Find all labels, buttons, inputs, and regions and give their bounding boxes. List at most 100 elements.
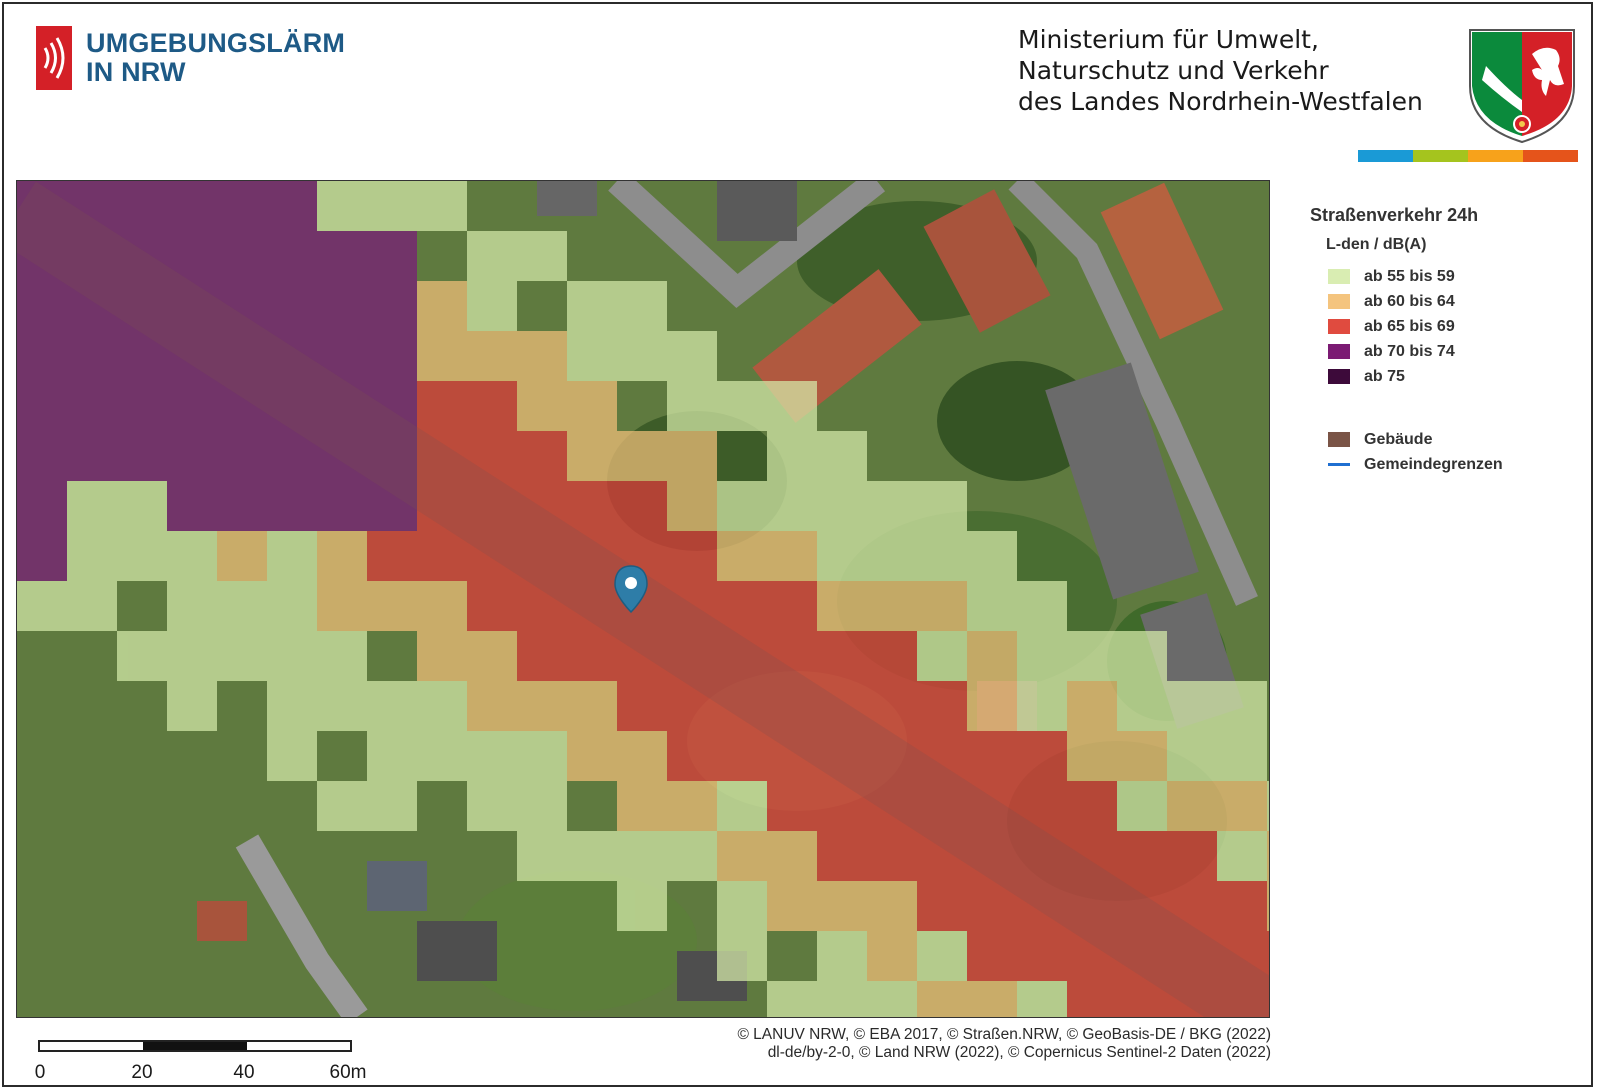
noise-cell bbox=[1117, 881, 1167, 931]
noise-cell bbox=[467, 231, 517, 281]
noise-cell bbox=[517, 831, 567, 881]
noise-cell bbox=[1067, 781, 1117, 831]
location-pin-icon[interactable] bbox=[614, 565, 648, 614]
noise-cell bbox=[667, 431, 717, 481]
noise-cell bbox=[367, 731, 417, 781]
noise-cell bbox=[617, 481, 667, 531]
noise-cell bbox=[717, 581, 767, 631]
noise-cell bbox=[767, 481, 817, 531]
noise-cell bbox=[867, 681, 917, 731]
noise-cell bbox=[167, 231, 217, 281]
noise-cell bbox=[1267, 781, 1269, 831]
noise-cell bbox=[267, 681, 317, 731]
noise-cell bbox=[1217, 881, 1267, 931]
noise-cell bbox=[617, 681, 667, 731]
legend-swatch bbox=[1328, 369, 1350, 384]
noise-cell bbox=[667, 731, 717, 781]
legend-item-70: ab 70 bis 74 bbox=[1328, 339, 1580, 364]
noise-cell bbox=[817, 681, 867, 731]
umgebungslaerm-logo-icon bbox=[36, 26, 72, 90]
noise-cell bbox=[317, 331, 367, 381]
legend-item-75: ab 75 bbox=[1328, 364, 1580, 389]
noise-cell bbox=[1017, 581, 1067, 631]
noise-cell bbox=[617, 281, 667, 331]
nrw-coat-of-arms-icon bbox=[1469, 29, 1575, 144]
noise-map[interactable] bbox=[16, 180, 1270, 1018]
noise-cell bbox=[1017, 831, 1067, 881]
noise-cell bbox=[517, 231, 567, 281]
noise-cell bbox=[267, 381, 317, 431]
noise-cell bbox=[867, 631, 917, 681]
noise-cell bbox=[1067, 831, 1117, 881]
noise-cell bbox=[567, 281, 617, 331]
noise-cell bbox=[967, 881, 1017, 931]
noise-cell bbox=[317, 381, 367, 431]
noise-cell bbox=[317, 481, 367, 531]
noise-cell bbox=[167, 281, 217, 331]
noise-cell bbox=[467, 531, 517, 581]
noise-cell bbox=[967, 631, 1017, 681]
noise-cell bbox=[217, 331, 267, 381]
noise-cell bbox=[517, 331, 567, 381]
noise-cell bbox=[917, 481, 967, 531]
noise-cell bbox=[1217, 781, 1267, 831]
noise-cell bbox=[817, 931, 867, 981]
noise-cell bbox=[717, 381, 767, 431]
ministry-line2: Naturschutz und Verkehr bbox=[1018, 56, 1329, 85]
noise-cell bbox=[1217, 931, 1267, 981]
noise-cell bbox=[67, 381, 117, 431]
legend-unit: L-den / dB(A) bbox=[1326, 236, 1427, 253]
noise-cell bbox=[367, 381, 417, 431]
noise-cell bbox=[167, 331, 217, 381]
scale-label-20: 20 bbox=[131, 1062, 153, 1083]
scale-label-40: 40 bbox=[233, 1062, 255, 1083]
noise-cell bbox=[417, 331, 467, 381]
noise-cell bbox=[767, 381, 817, 431]
noise-cell bbox=[717, 781, 767, 831]
noise-cell bbox=[817, 531, 867, 581]
noise-cell bbox=[1017, 631, 1067, 681]
noise-cell bbox=[817, 431, 867, 481]
legend-swatch bbox=[1328, 319, 1350, 334]
noise-cell bbox=[367, 781, 417, 831]
noise-cell bbox=[167, 531, 217, 581]
noise-cell bbox=[717, 681, 767, 731]
noise-cell bbox=[267, 481, 317, 531]
noise-cell bbox=[317, 781, 367, 831]
noise-cell bbox=[217, 581, 267, 631]
noise-cell bbox=[867, 831, 917, 881]
noise-cell bbox=[217, 381, 267, 431]
noise-cell bbox=[467, 431, 517, 481]
noise-cell bbox=[167, 581, 217, 631]
brand-title-line1: UMGEBUNGSLÄRM bbox=[86, 28, 346, 58]
noise-cell bbox=[617, 831, 667, 881]
map-legend: Straßenverkehr 24h L-den / dB(A) ab 55 b… bbox=[1310, 205, 1580, 477]
brand-title: UMGEBUNGSLÄRM IN NRW bbox=[86, 29, 345, 87]
legend-label: Gemeindegrenzen bbox=[1364, 455, 1503, 473]
noise-cell bbox=[1167, 981, 1217, 1017]
noise-cell bbox=[567, 731, 617, 781]
noise-cell bbox=[167, 181, 217, 231]
noise-cell bbox=[1217, 831, 1267, 881]
noise-cell bbox=[567, 481, 617, 531]
legend-item-55: ab 55 bis 59 bbox=[1328, 264, 1580, 289]
noise-cell bbox=[317, 281, 367, 331]
noise-cell bbox=[717, 631, 767, 681]
noise-cell bbox=[717, 881, 767, 931]
noise-cell bbox=[17, 481, 67, 531]
noise-cell bbox=[817, 831, 867, 881]
noise-cell bbox=[567, 681, 617, 731]
noise-cell bbox=[217, 231, 267, 281]
noise-cell bbox=[367, 531, 417, 581]
noise-cell bbox=[767, 681, 817, 731]
noise-cell bbox=[917, 981, 967, 1017]
scale-label-0: 0 bbox=[34, 1062, 46, 1083]
noise-cell bbox=[217, 181, 267, 231]
noise-cell bbox=[267, 581, 317, 631]
noise-cell bbox=[117, 481, 167, 531]
noise-cell bbox=[417, 481, 467, 531]
noise-cell bbox=[767, 981, 817, 1017]
noise-cell bbox=[417, 681, 467, 731]
map-canvas[interactable] bbox=[17, 181, 1269, 1017]
legend-label: Gebäude bbox=[1364, 430, 1433, 448]
